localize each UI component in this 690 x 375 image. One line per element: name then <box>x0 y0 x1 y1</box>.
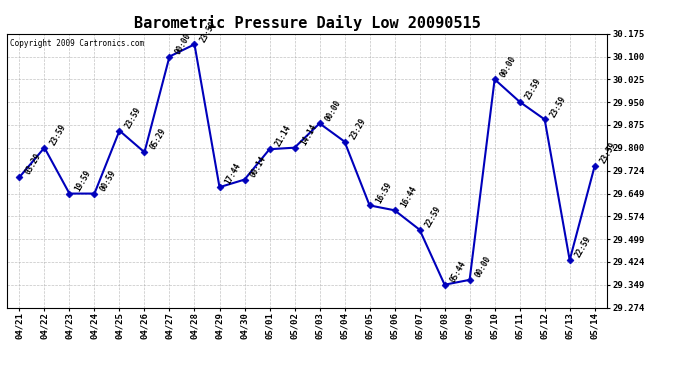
Text: 05:44: 05:44 <box>448 260 468 284</box>
Text: 16:59: 16:59 <box>374 180 393 205</box>
Text: 23:59: 23:59 <box>524 76 543 101</box>
Title: Barometric Pressure Daily Low 20090515: Barometric Pressure Daily Low 20090515 <box>134 15 480 31</box>
Text: 00:00: 00:00 <box>174 31 193 56</box>
Text: 23:59: 23:59 <box>199 19 218 44</box>
Text: 00:00: 00:00 <box>474 255 493 279</box>
Text: 23:29: 23:29 <box>348 116 368 141</box>
Text: 22:59: 22:59 <box>424 204 443 229</box>
Text: 21:14: 21:14 <box>274 124 293 148</box>
Text: 00:00: 00:00 <box>324 98 343 123</box>
Text: 22:59: 22:59 <box>574 235 593 260</box>
Text: 03:29: 03:29 <box>23 152 43 176</box>
Text: 05:29: 05:29 <box>148 127 168 152</box>
Text: 00:00: 00:00 <box>499 54 518 78</box>
Text: 23:59: 23:59 <box>549 94 568 118</box>
Text: Copyright 2009 Cartronics.com: Copyright 2009 Cartronics.com <box>10 39 144 48</box>
Text: 16:44: 16:44 <box>399 185 418 210</box>
Text: 23:59: 23:59 <box>48 122 68 147</box>
Text: 00:59: 00:59 <box>99 168 118 193</box>
Text: 00:14: 00:14 <box>248 154 268 179</box>
Text: 17:44: 17:44 <box>224 162 243 186</box>
Text: 23:59: 23:59 <box>599 141 618 165</box>
Text: 23:59: 23:59 <box>124 105 143 130</box>
Text: 19:59: 19:59 <box>74 168 93 193</box>
Text: 14:14: 14:14 <box>299 122 318 147</box>
